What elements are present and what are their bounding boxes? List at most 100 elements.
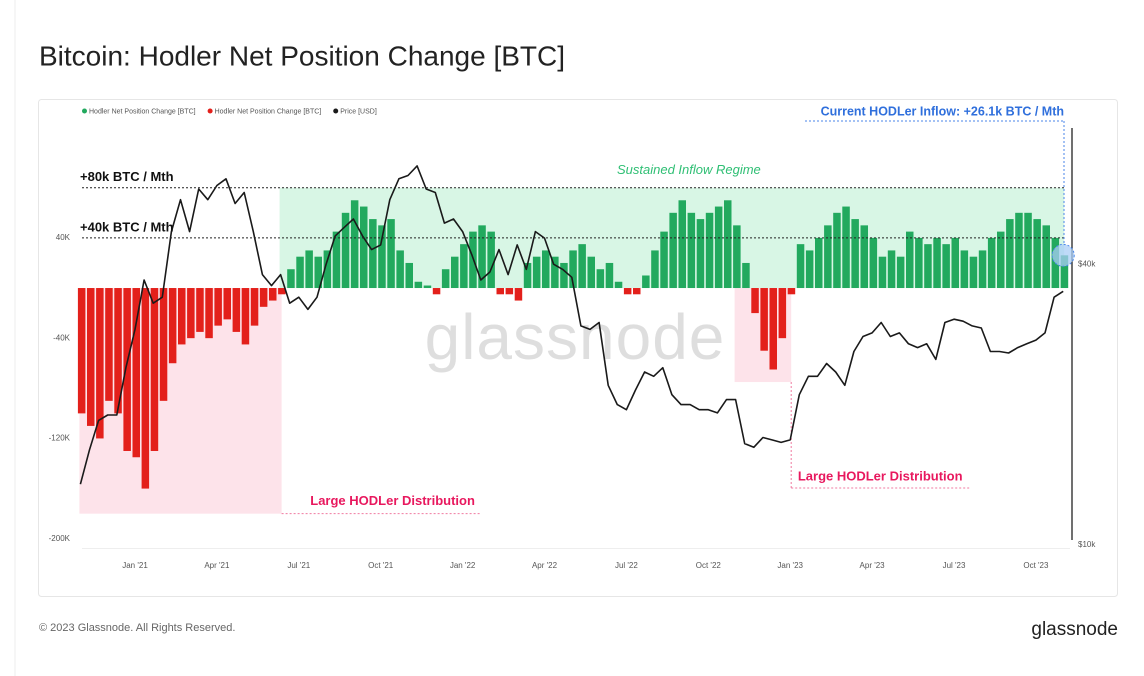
x-tick-label: Jul '22 [615, 561, 638, 570]
bar [860, 225, 868, 289]
bar [396, 250, 404, 289]
bar [851, 219, 859, 289]
bar [305, 250, 313, 289]
bar [933, 237, 941, 289]
legend-label: Hodler Net Position Change [BTC] [89, 108, 196, 115]
bar [532, 256, 541, 289]
bar [96, 288, 104, 439]
bar [223, 288, 231, 320]
bar [869, 237, 878, 289]
y-tick-label: -200K [49, 534, 71, 543]
region-label: Sustained Inflow Regime [617, 162, 761, 177]
bar [269, 288, 277, 301]
bar [478, 225, 486, 289]
bar [159, 288, 168, 401]
bar [1033, 219, 1041, 289]
bar [451, 256, 459, 289]
bar [951, 237, 959, 289]
bar [660, 231, 668, 289]
x-tick-label: Jan '21 [122, 561, 148, 570]
bar [815, 237, 823, 289]
bar [560, 262, 568, 289]
bar [805, 250, 814, 289]
bar [705, 212, 714, 289]
bar [542, 250, 550, 289]
bar [614, 281, 623, 289]
bar [633, 288, 641, 295]
bar [942, 244, 950, 289]
bar [714, 206, 723, 289]
bar [915, 237, 923, 289]
reference-label: +40k BTC / Mth [80, 219, 174, 234]
bar [87, 288, 95, 426]
bar [114, 288, 122, 414]
bar [1042, 225, 1050, 289]
bar [796, 244, 805, 289]
bar [168, 288, 177, 364]
x-tick-label: Apr '22 [532, 561, 558, 570]
legend-swatch [82, 108, 87, 114]
bar [924, 244, 932, 289]
page-title: Bitcoin: Hodler Net Position Change [BTC… [39, 40, 565, 71]
bar [960, 250, 969, 289]
bar [651, 250, 659, 289]
x-tick-label: Oct '21 [368, 561, 394, 570]
plot [77, 165, 1069, 489]
bar [241, 288, 250, 345]
current-label: Current HODLer Inflow: +26.1k BTC / Mth [821, 104, 1064, 118]
bar [505, 288, 514, 295]
legend-label: Price [USD] [340, 108, 377, 115]
bar [332, 231, 341, 289]
x-tick-label: Oct '22 [696, 561, 722, 570]
bar [414, 281, 423, 289]
bar [751, 288, 759, 314]
bar [350, 200, 359, 289]
bar [105, 288, 113, 401]
bar [496, 288, 504, 295]
bar [296, 256, 304, 289]
bar [724, 200, 732, 289]
bar [1006, 219, 1014, 289]
x-tick-label: Oct '23 [1023, 561, 1049, 570]
bar [460, 244, 468, 289]
bar [687, 212, 696, 289]
bar [669, 212, 677, 289]
bar [77, 288, 86, 414]
bar [769, 288, 777, 370]
bar [278, 288, 286, 295]
brand-logo: glassnode [1031, 619, 1118, 640]
bar [569, 250, 577, 289]
bar [378, 225, 386, 289]
bar [432, 288, 441, 295]
x-tick-label: Apr '21 [204, 561, 230, 570]
current-marker [1051, 243, 1075, 267]
bar [405, 262, 413, 289]
bar [842, 206, 850, 289]
bar [642, 275, 650, 289]
bar [778, 288, 787, 339]
x-tick-label: Jul '21 [287, 561, 310, 570]
y-tick-label: -120K [49, 434, 71, 443]
bar [896, 256, 905, 289]
bar [551, 256, 559, 289]
y2-tick-label: $40k [1078, 259, 1096, 268]
bar [824, 225, 832, 289]
bar [132, 288, 140, 458]
x-tick-label: Jan '23 [777, 561, 803, 570]
bar [487, 231, 495, 289]
bar [906, 231, 914, 289]
bar [787, 288, 796, 295]
bar [678, 200, 686, 289]
legend-swatch [333, 108, 339, 114]
bar [833, 212, 841, 289]
bar [523, 262, 532, 289]
x-tick-label: Jan '22 [450, 561, 476, 570]
bar [287, 269, 295, 289]
bar [596, 269, 605, 289]
bar [150, 288, 159, 451]
bar [323, 250, 332, 289]
region-label: Large HODLer Distribution [798, 468, 963, 483]
bar [232, 288, 241, 332]
